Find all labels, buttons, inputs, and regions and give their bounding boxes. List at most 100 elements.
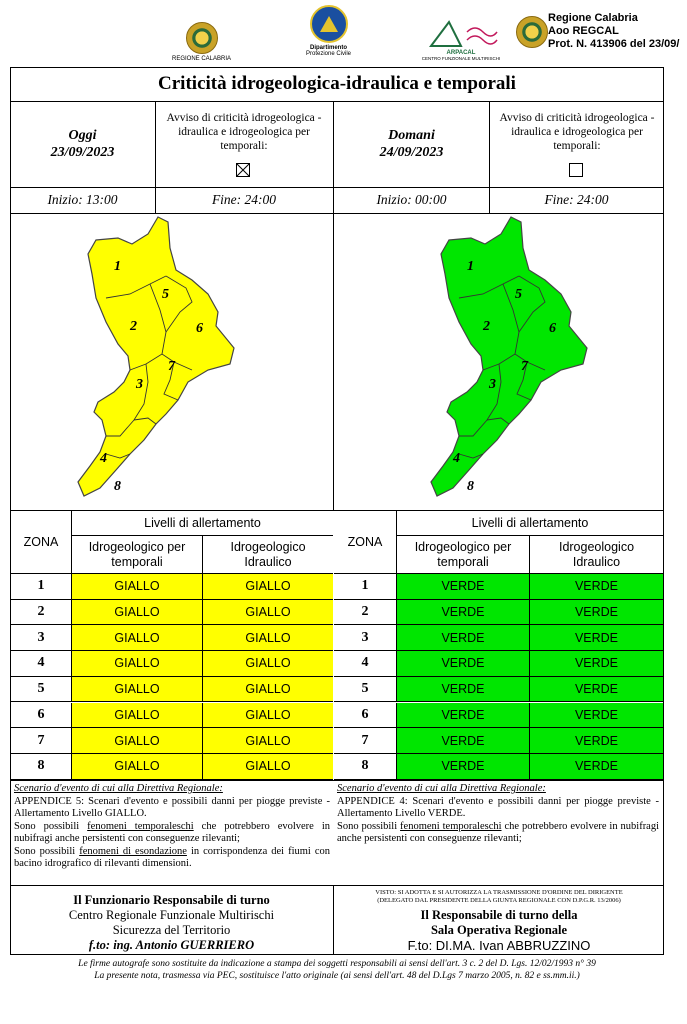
zone-label-7: 7 (521, 359, 529, 374)
zone-label-4: 4 (452, 451, 460, 466)
table-row-zone: 5 (334, 676, 397, 703)
table-cell-idraulico: GIALLO (203, 676, 333, 703)
zone-label-7: 7 (168, 359, 176, 374)
table-row-zone: 4 (334, 651, 397, 677)
zone-header: ZONA (11, 510, 72, 574)
checkbox-x-icon (237, 164, 249, 176)
regione-seal-icon (185, 22, 218, 54)
tomorrow-label: Domani (388, 128, 435, 143)
zone-label-6: 6 (196, 321, 203, 336)
today-scenario-heading: Scenario d'evento di cui alla Direttiva … (14, 783, 223, 794)
table-cell-idraulico: GIALLO (203, 574, 333, 600)
protezione-civile-logo: Dipartimento Protezione Civile (306, 5, 351, 57)
zone-label-1: 1 (467, 259, 474, 274)
tomorrow-scenario: Scenario d'evento di cui alla Direttiva … (337, 783, 659, 846)
tomorrow-scenario-heading: Scenario d'evento di cui alla Direttiva … (337, 783, 546, 794)
table-row-zone: 2 (334, 599, 397, 626)
today-end: Fine: 24:00 (211, 192, 277, 207)
table-row-zone: 7 (334, 728, 397, 754)
table-row-zone: 3 (11, 625, 72, 652)
table-row-zone: 8 (334, 753, 397, 780)
stamp-line-2: Aoo REGCAL (548, 25, 619, 37)
zone-label-2: 2 (482, 319, 490, 334)
table-row-zone: 6 (334, 702, 397, 729)
today-notice-checkbox[interactable] (236, 163, 250, 177)
table-cell-temporali: VERDE (397, 676, 530, 703)
dpc-caption-2: Protezione Civile (306, 51, 352, 57)
table-cell-idraulico: GIALLO (203, 728, 333, 754)
footer-line-1: Le firme autografe sono sostituite da in… (78, 959, 596, 969)
zone-label-4: 4 (99, 451, 107, 466)
left-signature-name: f.to: ing. Antonio GUERRIERO (88, 938, 255, 952)
table-row-zone: 1 (11, 574, 72, 600)
left-signature-line3: Sicurezza del Territorio (112, 923, 231, 937)
col-temporali-header: Idrogeologico per temporali (397, 536, 530, 574)
table-cell-temporali: GIALLO (72, 702, 203, 729)
col-idraulico-header: Idrogeologico Idraulico (530, 536, 663, 574)
levels-header: Livelli di allertamento (72, 510, 333, 536)
table-cell-temporali: GIALLO (72, 625, 203, 652)
zone-label-1: 1 (114, 259, 121, 274)
tomorrow-scenario-p1: Sono possibili fenomeni temporaleschi ch… (337, 820, 660, 845)
table-cell-temporali: GIALLO (72, 728, 203, 754)
table-cell-idraulico: VERDE (530, 651, 663, 677)
left-signature: Il Funzionario Responsabile di turno Cen… (10, 893, 333, 953)
table-row-zone: 4 (11, 651, 72, 677)
footer-line-2: La presente nota, trasmessa via PEC, sos… (94, 971, 580, 981)
zone-label-5: 5 (515, 287, 522, 302)
stamp-line-1: Regione Calabria (548, 12, 638, 24)
today-zone-map: 1 2 3 4 5 6 7 8 (77, 216, 235, 497)
right-signature-title1: Il Responsabile di turno della (420, 908, 578, 922)
table-cell-temporali: VERDE (397, 625, 530, 652)
table-cell-idraulico: VERDE (530, 574, 663, 600)
protezione-civile-icon (309, 5, 348, 43)
stamp-seal-icon (516, 16, 548, 48)
tomorrow-header: Domani 24/09/2023 (334, 127, 489, 161)
protocol-stamp: Regione Calabria Aoo REGCAL Prot. N. 413… (548, 12, 679, 51)
table-cell-idraulico: GIALLO (203, 599, 333, 626)
arpacal-caption: ARPACAL (446, 50, 476, 56)
table-row-zone: 3 (334, 625, 397, 652)
arpacal-mountain-icon (429, 20, 498, 47)
left-signature-title: Il Funzionario Responsabile di turno (73, 893, 270, 907)
tomorrow-scenario-lead: APPENDICE 4: Scenari d'evento e possibil… (337, 795, 659, 820)
today-start: Inizio: 13:00 (47, 192, 118, 207)
logo-left-caption: REGIONE CALABRIA (172, 56, 232, 62)
zone-header: ZONA (334, 510, 397, 574)
regione-calabria-logo: REGIONE CALABRIA (172, 22, 231, 62)
arpacal-logo: ARPACAL CENTRO FUNZIONALE MULTIRISCHI (416, 18, 506, 61)
zone-label-3: 3 (488, 377, 496, 392)
table-cell-idraulico: GIALLO (203, 651, 333, 677)
today-scenario-p1: Sono possibili fenomeni temporaleschi ch… (14, 820, 330, 845)
table-cell-temporali: VERDE (397, 753, 530, 780)
table-cell-temporali: GIALLO (72, 599, 203, 626)
page-title: Criticità idrogeologica-idraulica e temp… (10, 67, 664, 102)
today-notice-label: Avviso di criticità idrogeologica - idra… (166, 112, 322, 152)
zone-label-8: 8 (467, 479, 474, 494)
bulletin-frame (10, 67, 664, 955)
zone-label-5: 5 (162, 287, 169, 302)
table-row-zone: 8 (11, 753, 72, 780)
table-cell-temporali: VERDE (397, 728, 530, 754)
stamp-line-3: Prot. N. 413906 del 23/09/ (548, 38, 680, 50)
table-cell-temporali: VERDE (397, 702, 530, 729)
tomorrow-notice-checkbox[interactable] (569, 163, 583, 177)
table-cell-idraulico: VERDE (530, 599, 663, 626)
table-row-zone: 5 (11, 676, 72, 703)
zone-label-6: 6 (549, 321, 556, 336)
left-signature-line2: Centro Regionale Funzionale Multirischi (68, 908, 275, 922)
table-cell-temporali: GIALLO (72, 574, 203, 600)
table-cell-idraulico: GIALLO (203, 625, 333, 652)
tomorrow-start: Inizio: 00:00 (376, 192, 447, 207)
today-scenario: Scenario d'evento di cui alla Direttiva … (14, 783, 330, 871)
zone-label-8: 8 (114, 479, 121, 494)
tomorrow-date: 24/09/2023 (379, 145, 444, 160)
col-idraulico-header: Idrogeologico Idraulico (203, 536, 333, 574)
table-cell-temporali: GIALLO (72, 651, 203, 677)
table-cell-temporali: GIALLO (72, 676, 203, 703)
today-scenario-lead: APPENDICE 5: Scenari d'evento e possibil… (14, 795, 330, 820)
today-date: 23/09/2023 (50, 145, 115, 160)
zone-label-2: 2 (129, 319, 137, 334)
right-visto-2: (DELEGATO DAL PRESIDENTE DELLA GIUNTA RE… (377, 897, 621, 904)
table-cell-idraulico: VERDE (530, 625, 663, 652)
